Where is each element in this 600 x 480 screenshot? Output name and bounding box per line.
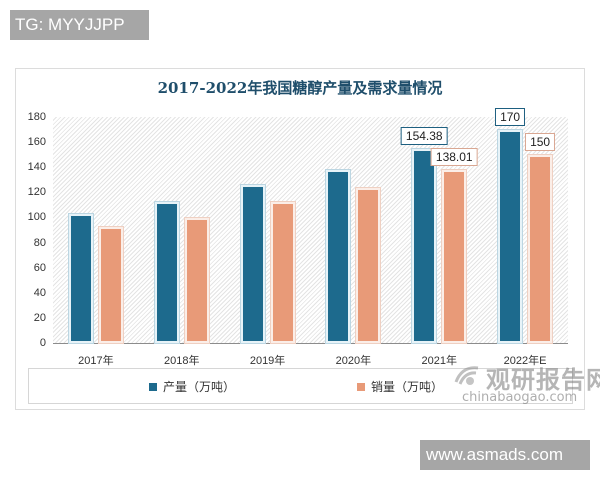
chinabaogao-watermark: 观研报告网 chinabaogao.com xyxy=(454,360,600,410)
plot-area xyxy=(53,117,568,343)
x-tick-label: 2018年 xyxy=(164,355,200,367)
bar-production xyxy=(68,213,93,343)
x-tick-label: 2017年 xyxy=(78,355,114,367)
x-tick-label: 2021年 xyxy=(421,355,457,367)
bottom-watermark-tag: www.asmads.com xyxy=(420,440,590,470)
x-tick-label: 2020年 xyxy=(335,355,372,367)
x-tick-label: 2022年E xyxy=(503,355,547,367)
bar-sales xyxy=(270,202,295,343)
data-label-sales: 138.01 xyxy=(430,147,478,166)
bar-production xyxy=(240,184,265,343)
legend: 产量（万吨） 销量（万吨） xyxy=(28,368,573,404)
legend-swatch-production xyxy=(149,382,157,391)
bar-production xyxy=(412,149,437,343)
watermark-en-text: chinabaogao.com xyxy=(462,390,578,405)
bar-sales xyxy=(356,187,381,343)
y-tick-label: 160 xyxy=(27,136,46,149)
bar-production xyxy=(326,170,351,343)
y-tick-label: 120 xyxy=(27,186,46,199)
y-tick-label: 100 xyxy=(27,211,46,224)
bar-sales xyxy=(528,154,553,343)
data-label-production: 170 xyxy=(495,107,526,126)
legend-label-sales: 销量（万吨） xyxy=(371,380,444,394)
bar-production xyxy=(154,202,179,343)
y-tick-label: 60 xyxy=(33,261,46,274)
y-tick-label: 80 xyxy=(33,236,46,249)
y-tick-label: 40 xyxy=(33,286,46,299)
y-tick-label: 180 xyxy=(27,111,46,123)
legend-swatch-sales xyxy=(357,382,365,391)
x-axis-line xyxy=(53,343,568,344)
data-label-sales: 150 xyxy=(525,132,556,151)
watermark-logo-icon xyxy=(454,366,479,385)
bar-sales xyxy=(442,169,467,343)
bar-sales xyxy=(184,218,209,343)
bar-production xyxy=(498,129,523,343)
y-tick-label: 20 xyxy=(33,311,46,324)
y-tick-label: 140 xyxy=(27,161,46,174)
watermark-cn-text: 观研报告网 xyxy=(486,366,600,394)
x-tick-label: 2019年 xyxy=(249,355,286,367)
legend-item-sales: 销量（万吨） xyxy=(357,378,443,395)
bar-sales xyxy=(98,227,123,343)
legend-label-production: 产量（万吨） xyxy=(163,380,236,394)
y-tick-label: 0 xyxy=(39,337,46,349)
chart-title: 2017-2022年我国糖醇产量及需求量情况 xyxy=(157,79,443,97)
legend-item-production: 产量（万吨） xyxy=(149,378,235,395)
top-watermark-tag: TG: MYYJJPP xyxy=(10,10,149,40)
data-label-production: 154.38 xyxy=(400,127,448,146)
